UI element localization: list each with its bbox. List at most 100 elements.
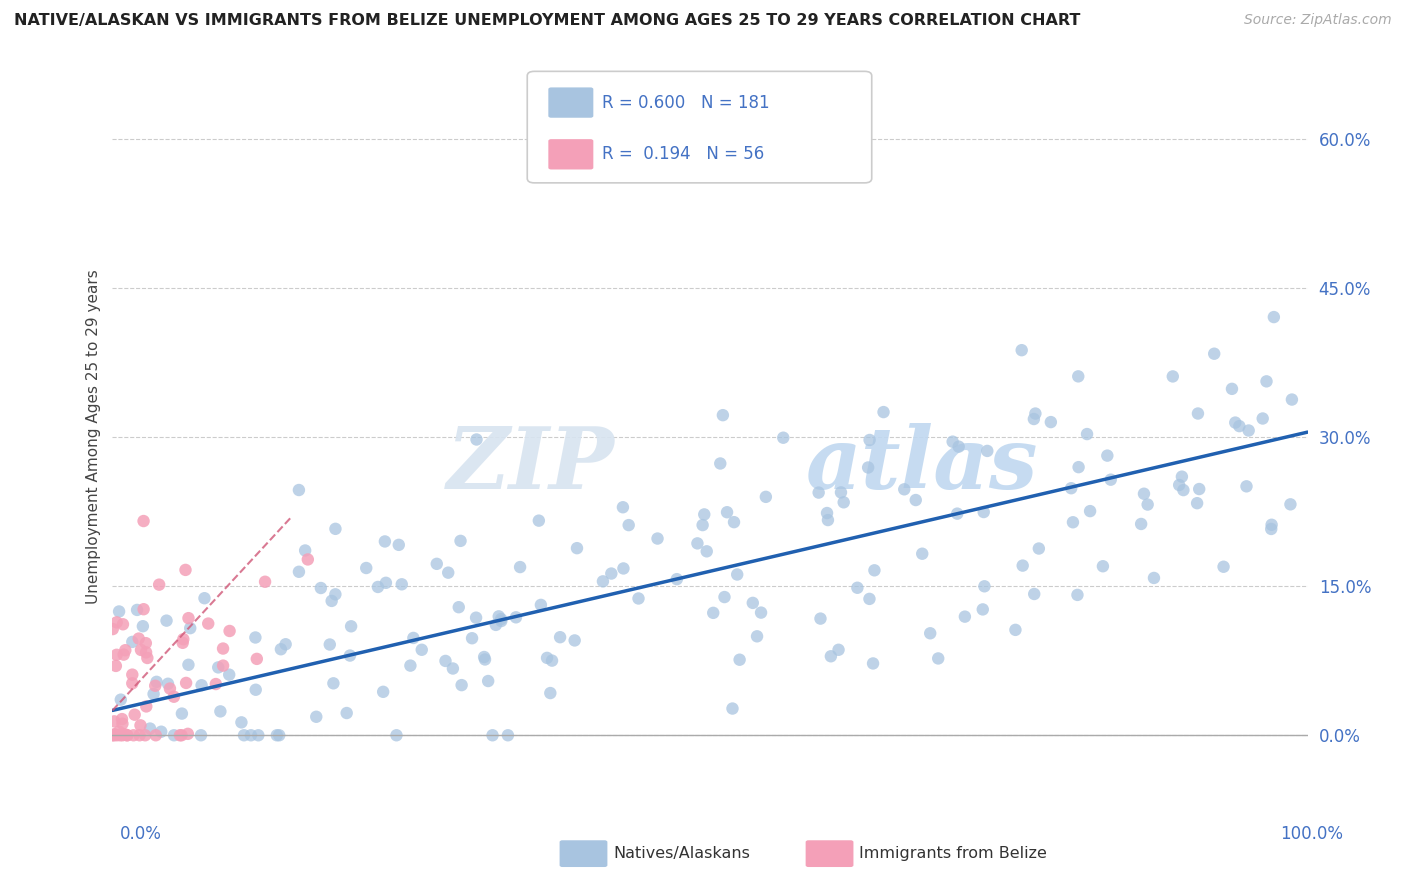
Point [239, 728, 262, 742]
Point [893, 483, 915, 497]
Point [450, 533, 472, 548]
Point [1251, 411, 1274, 425]
Point [1161, 369, 1184, 384]
Point [121, 676, 143, 690]
Point [231, 715, 253, 730]
Point [132, 602, 155, 616]
Point [1187, 407, 1209, 421]
Point [481, 728, 503, 742]
Point [1011, 558, 1033, 573]
Point [461, 632, 484, 646]
Point [772, 431, 794, 445]
Point [247, 728, 270, 742]
Point [1220, 382, 1243, 396]
Point [548, 630, 571, 644]
Point [325, 522, 347, 536]
Point [665, 572, 688, 586]
Point [190, 678, 212, 692]
Point [305, 710, 328, 724]
Point [441, 661, 464, 675]
Point [749, 606, 772, 620]
Point [846, 581, 869, 595]
Point [132, 619, 155, 633]
Point [437, 566, 460, 580]
Point [600, 566, 623, 581]
Point [325, 587, 347, 601]
Text: R =  0.194   N = 56: R = 0.194 N = 56 [602, 145, 763, 163]
Point [832, 495, 855, 509]
Point [399, 658, 422, 673]
Point [976, 444, 998, 458]
Point [1171, 469, 1194, 483]
Point [104, 659, 127, 673]
Point [218, 667, 240, 681]
Point [612, 561, 634, 575]
Point [114, 643, 136, 657]
Point [1039, 415, 1062, 429]
Point [122, 728, 145, 742]
Point [713, 590, 735, 604]
Point [136, 651, 159, 665]
Point [858, 591, 880, 606]
Point [972, 602, 994, 616]
Point [367, 580, 389, 594]
Point [1076, 427, 1098, 442]
Point [288, 565, 311, 579]
Point [1260, 522, 1282, 536]
Point [339, 648, 361, 663]
Point [143, 679, 166, 693]
Point [374, 534, 396, 549]
Point [145, 674, 167, 689]
Point [128, 728, 150, 742]
Point [474, 652, 496, 666]
Point [105, 615, 128, 630]
Point [254, 574, 277, 589]
Point [245, 682, 267, 697]
Point [920, 626, 942, 640]
Point [1281, 392, 1303, 407]
Point [266, 728, 288, 742]
Point [1237, 424, 1260, 438]
Point [174, 676, 197, 690]
Point [872, 405, 894, 419]
Point [1004, 623, 1026, 637]
Point [1097, 449, 1119, 463]
Point [496, 728, 519, 742]
Point [721, 701, 744, 715]
Point [1185, 496, 1208, 510]
Point [465, 610, 488, 624]
Point [447, 600, 470, 615]
Text: R = 0.600   N = 181: R = 0.600 N = 181 [602, 94, 769, 112]
Point [946, 507, 969, 521]
Point [815, 506, 838, 520]
Point [1022, 412, 1045, 426]
Point [830, 485, 852, 500]
Point [911, 547, 934, 561]
Point [114, 727, 136, 741]
Point [1028, 541, 1050, 556]
Point [103, 728, 125, 742]
Point [1133, 487, 1156, 501]
Point [121, 667, 143, 681]
Point [209, 705, 232, 719]
Point [128, 632, 150, 646]
Point [110, 692, 132, 706]
Point [212, 641, 235, 656]
Point [170, 728, 193, 742]
Point [103, 727, 125, 741]
Point [1067, 460, 1090, 475]
Point [129, 643, 152, 657]
Point [686, 536, 709, 550]
Point [1212, 559, 1234, 574]
Point [859, 433, 882, 447]
Text: 0.0%: 0.0% [120, 825, 162, 843]
Point [411, 642, 433, 657]
Text: NATIVE/ALASKAN VS IMMIGRANTS FROM BELIZE UNEMPLOYMENT AMONG AGES 25 TO 29 YEARS : NATIVE/ALASKAN VS IMMIGRANTS FROM BELIZE… [14, 13, 1080, 29]
Text: atlas: atlas [806, 423, 1038, 507]
Text: Source: ZipAtlas.com: Source: ZipAtlas.com [1244, 13, 1392, 28]
Point [135, 645, 157, 659]
Point [111, 728, 134, 742]
Point [129, 718, 152, 732]
Point [374, 575, 396, 590]
Point [142, 687, 165, 701]
